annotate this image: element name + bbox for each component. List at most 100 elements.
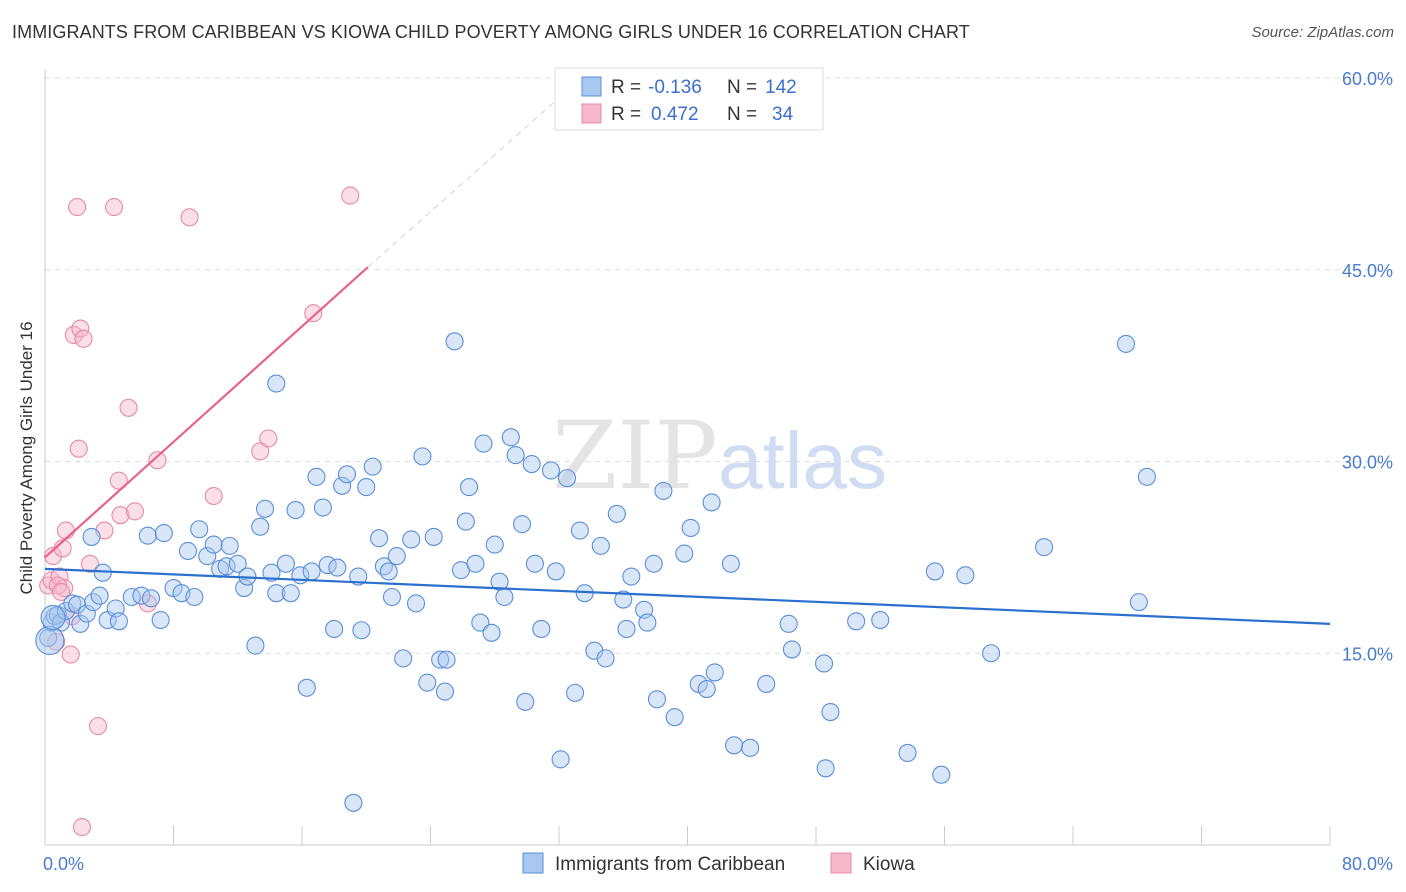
bottom-legend-label-caribbean: Immigrants from Caribbean xyxy=(555,854,785,875)
watermark-zip: ZIP xyxy=(552,402,718,511)
caribbean-point xyxy=(141,589,161,608)
caribbean-point-cluster xyxy=(35,625,65,656)
caribbean-point xyxy=(474,434,493,453)
x-tick-label-max: 80.0% xyxy=(1342,854,1393,874)
caribbean-point xyxy=(814,654,834,673)
legend-swatch-kiowa xyxy=(581,103,602,124)
kiowa-point xyxy=(111,506,130,525)
legend-n-label-1: N = xyxy=(727,77,757,98)
caribbean-point xyxy=(387,547,406,566)
caribbean-point xyxy=(644,554,663,573)
kiowa-points xyxy=(39,186,360,837)
caribbean-point xyxy=(705,663,724,682)
kiowa-point xyxy=(50,567,69,586)
kiowa-point xyxy=(125,502,144,521)
caribbean-point xyxy=(307,467,326,486)
caribbean-point xyxy=(495,587,514,607)
kiowa-trend-extension xyxy=(367,90,568,268)
caribbean-point xyxy=(262,563,281,582)
caribbean-point xyxy=(90,586,109,605)
caribbean-point xyxy=(431,650,450,669)
caribbean-point xyxy=(570,521,589,540)
kiowa-point xyxy=(119,398,138,417)
bottom-legend-swatch-caribbean xyxy=(522,852,544,874)
kiowa-point xyxy=(69,439,88,458)
caribbean-point xyxy=(82,527,101,546)
source-label: Source: ZipAtlas.com xyxy=(1251,24,1394,41)
caribbean-point xyxy=(614,590,633,609)
caribbean-point xyxy=(1116,334,1136,353)
caribbean-point xyxy=(328,558,347,577)
caribbean-point xyxy=(286,501,305,520)
caribbean-point xyxy=(925,562,944,581)
legend-n-value-2: 34 xyxy=(772,104,794,125)
caribbean-point xyxy=(721,554,740,573)
legend-n-label-2: N = xyxy=(727,104,757,125)
caribbean-point xyxy=(281,584,300,603)
caribbean-point xyxy=(501,428,520,447)
caribbean-point xyxy=(122,587,141,607)
kiowa-point xyxy=(56,521,75,540)
caribbean-point xyxy=(77,604,96,623)
caribbean-point xyxy=(516,692,535,711)
caribbean-point xyxy=(204,535,223,554)
caribbean-point xyxy=(424,527,443,546)
caribbean-point xyxy=(297,678,316,697)
caribbean-point xyxy=(591,536,610,555)
caribbean-point xyxy=(151,610,170,630)
grid-lines xyxy=(45,77,1392,654)
caribbean-point xyxy=(109,612,128,631)
series-legend: Immigrants from Caribbean Kiowa xyxy=(522,852,915,875)
caribbean-point xyxy=(566,683,585,702)
caribbean-point xyxy=(932,765,951,784)
caribbean-point xyxy=(352,621,371,640)
caribbean-point-cluster xyxy=(40,604,66,631)
caribbean-point xyxy=(276,554,295,573)
caribbean-point xyxy=(607,504,626,523)
caribbean-point xyxy=(154,524,173,543)
caribbean-point xyxy=(437,650,456,669)
caribbean-point xyxy=(185,587,204,607)
caribbean-point xyxy=(546,562,565,581)
y-tick-label: 60.0% xyxy=(1342,69,1393,89)
kiowa-point xyxy=(204,486,223,506)
y-tick-labels: 15.0% 30.0% 45.0% 60.0% xyxy=(1342,69,1393,664)
caribbean-point xyxy=(190,520,209,539)
caribbean-point xyxy=(702,493,721,512)
caribbean-point xyxy=(178,541,198,561)
kiowa-point xyxy=(304,304,323,323)
kiowa-point xyxy=(68,198,87,217)
caribbean-point xyxy=(757,674,776,693)
caribbean-point xyxy=(267,374,286,393)
caribbean-point xyxy=(445,332,464,351)
caribbean-point xyxy=(898,743,917,763)
caribbean-point xyxy=(251,517,270,536)
caribbean-point xyxy=(982,644,1001,663)
caribbean-point xyxy=(235,579,254,598)
caribbean-point xyxy=(596,649,615,668)
caribbean-point xyxy=(217,557,236,576)
caribbean-point xyxy=(532,619,551,639)
caribbean-point xyxy=(654,481,673,500)
legend-n-value-1: 142 xyxy=(765,77,797,98)
caribbean-point xyxy=(1137,467,1156,486)
caribbean-point xyxy=(557,469,577,488)
kiowa-point xyxy=(52,582,71,601)
caribbean-point xyxy=(370,529,389,548)
caribbean-point xyxy=(471,613,490,632)
caribbean-point xyxy=(333,476,352,495)
caribbean-point xyxy=(357,478,376,497)
caribbean-point xyxy=(675,544,694,563)
caribbean-point xyxy=(302,562,321,581)
caribbean-point xyxy=(525,554,544,573)
caribbean-point xyxy=(435,682,455,701)
caribbean-point xyxy=(779,614,798,633)
caribbean-point xyxy=(382,587,402,607)
caribbean-point xyxy=(198,547,217,566)
caribbean-point xyxy=(406,594,426,613)
x-tick-label-min: 0.0% xyxy=(43,854,84,874)
chart-title: IMMIGRANTS FROM CARIBBEAN VS KIOWA CHILD… xyxy=(12,22,970,42)
caribbean-point xyxy=(816,759,835,778)
kiowa-point xyxy=(61,645,80,664)
